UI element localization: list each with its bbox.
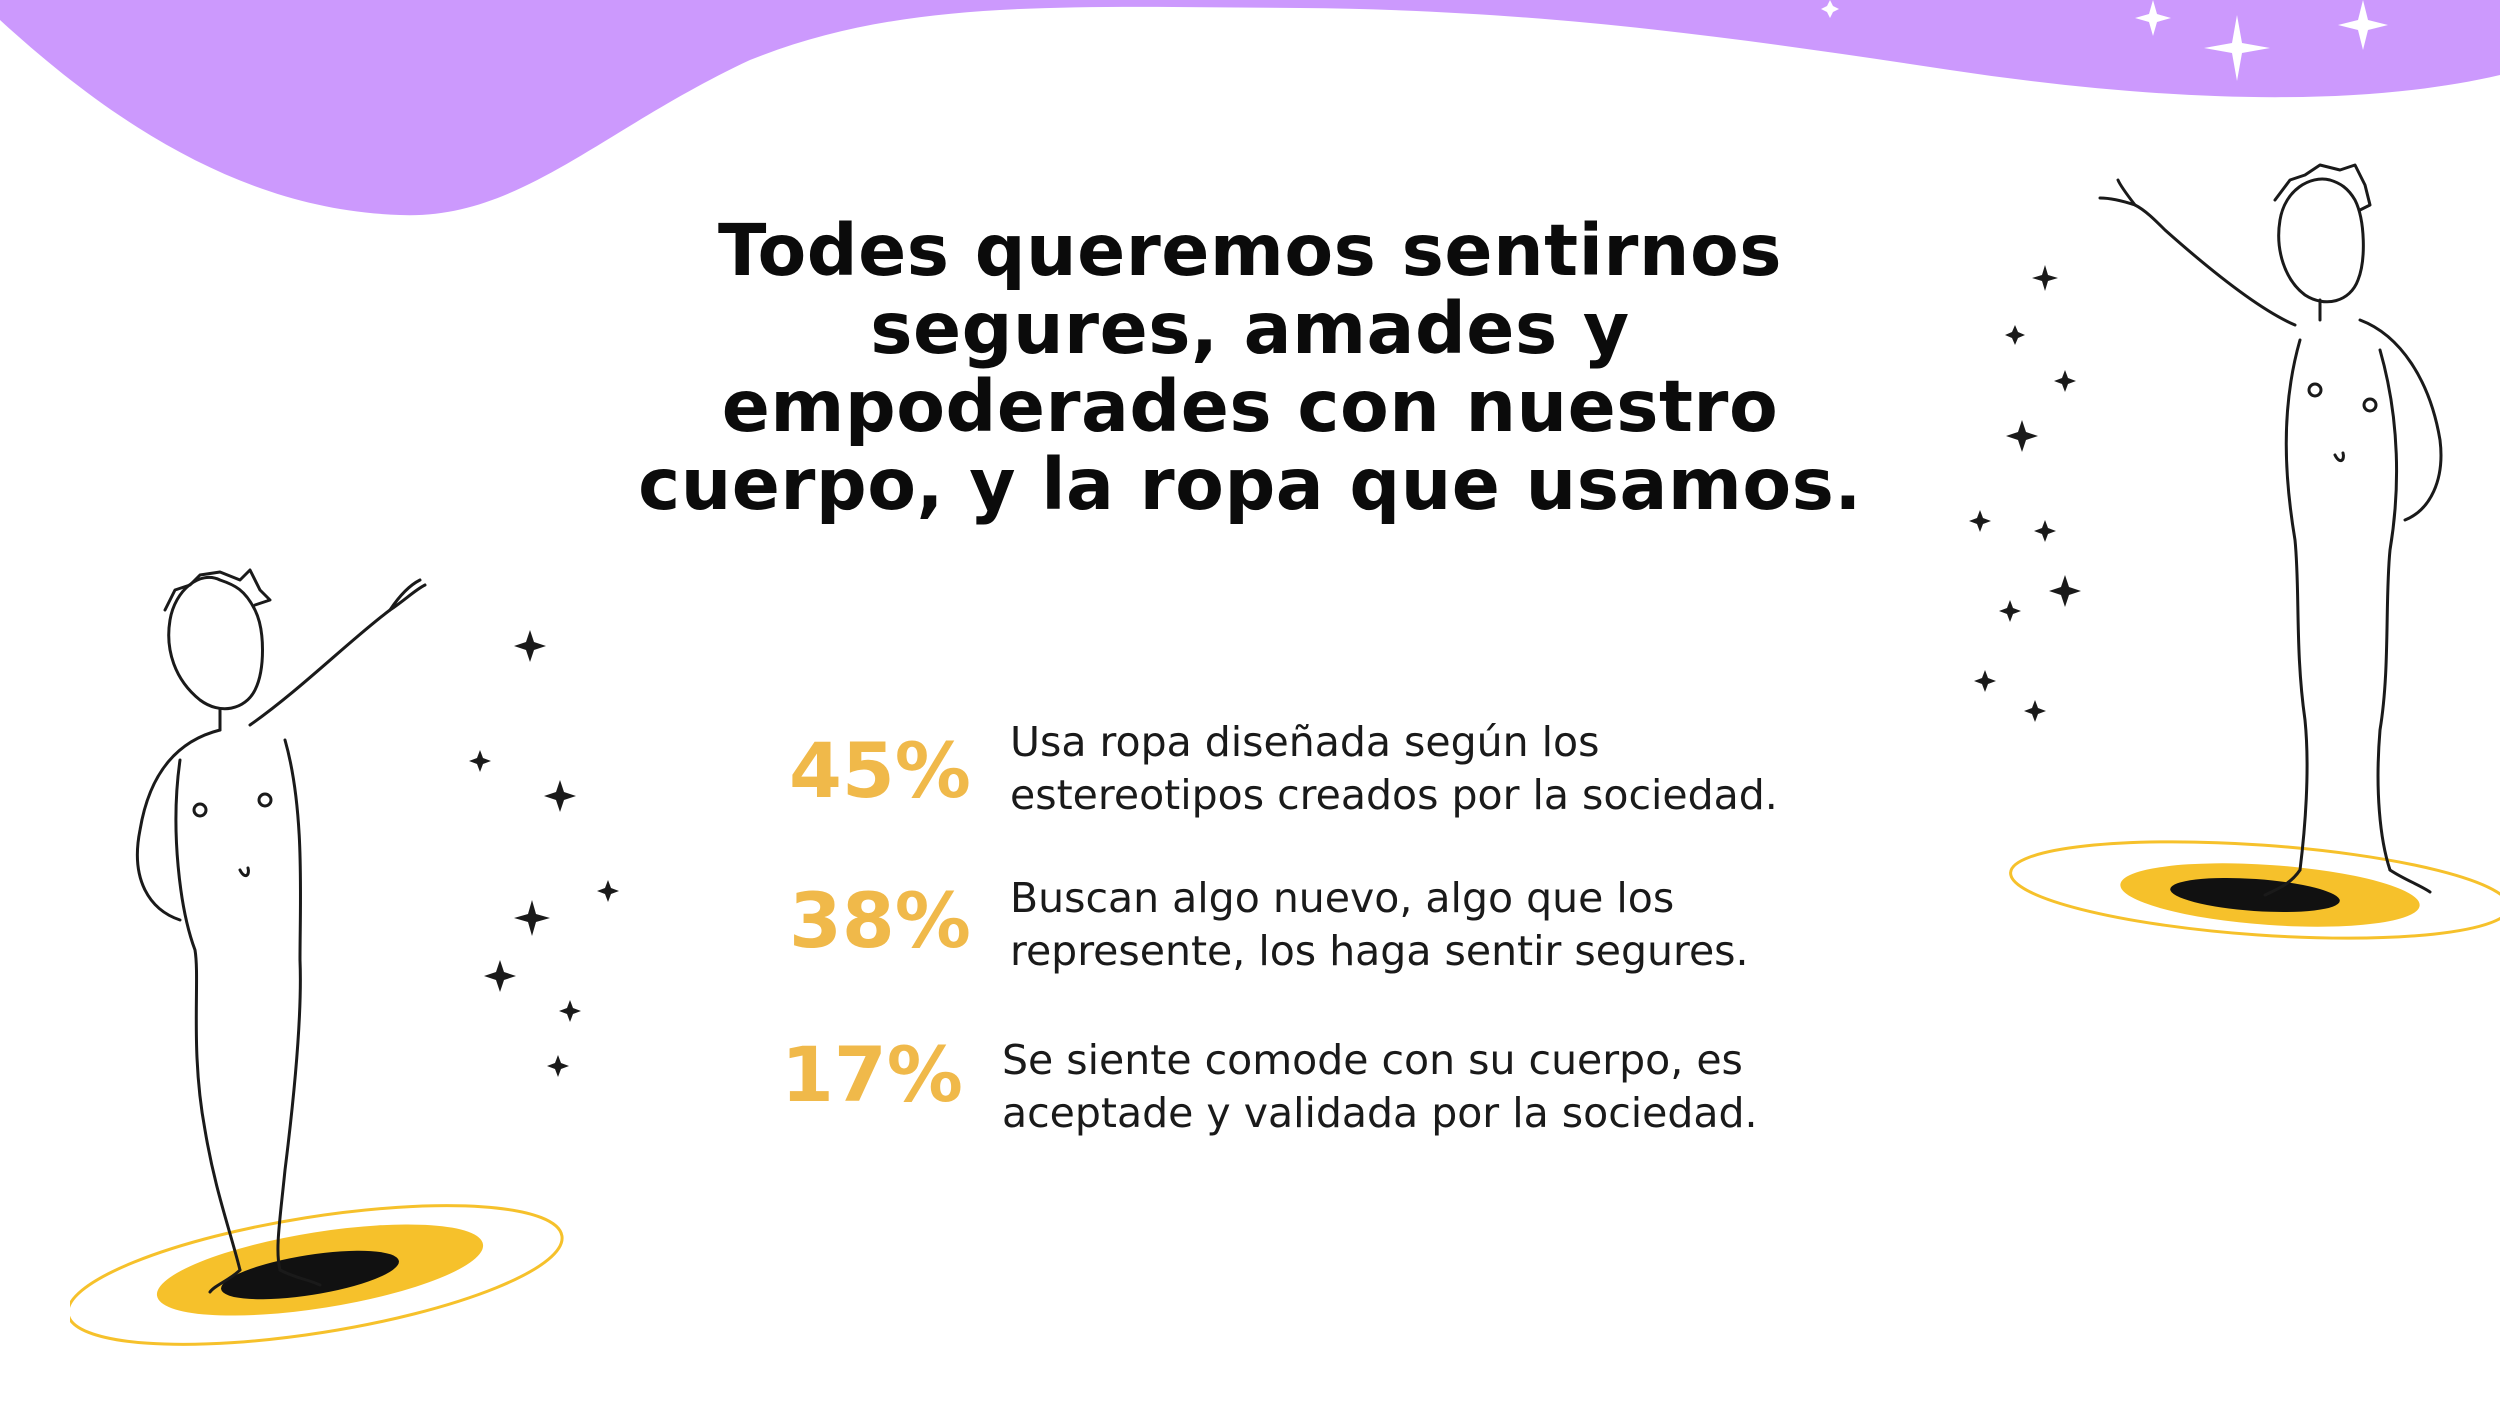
- sparkle-icon: [2024, 700, 2046, 722]
- sparkle-icon: [2005, 325, 2025, 345]
- wave-shape: [0, 0, 2500, 216]
- stat-item-3: 17% Se siente comode con su cuerpo, es a…: [780, 1014, 1960, 1138]
- figure-outline-icon: [2098, 163, 2443, 897]
- title-line-3: empoderades con nuestro: [721, 365, 1779, 448]
- right-sparkles-decoration: [1969, 265, 2081, 722]
- sparkle-group-top: [1821, 0, 2388, 81]
- sparkle-icon: [547, 1055, 569, 1077]
- sparkle-icon: [1969, 510, 1991, 532]
- sparkle-icon: [2034, 520, 2056, 542]
- sparkle-icon: [2006, 420, 2038, 452]
- top-wave-decoration: [0, 0, 2500, 216]
- title-line-2: segures, amades y: [870, 287, 1630, 370]
- sparkle-icon: [469, 750, 491, 772]
- portal-icon: [2009, 840, 2500, 940]
- stat-item-2: 38% Buscan algo nuevo, algo que los repr…: [780, 860, 1960, 980]
- left-figure-illustration: [70, 568, 564, 1346]
- stat-description: Se siente comode con su cuerpo, es acept…: [1002, 1034, 1962, 1140]
- left-sparkles-decoration: [469, 630, 619, 1077]
- title-line-1: Todes queremos sentirnos: [718, 209, 1782, 292]
- stat-percent: 45%: [789, 725, 971, 815]
- sparkle-icon: [514, 900, 550, 936]
- sparkle-icon: [514, 630, 546, 662]
- sparkle-icon: [484, 960, 516, 992]
- figure-outline-icon: [135, 568, 427, 1294]
- stat-description: Usa ropa diseñada según los estereotipos…: [1010, 716, 1970, 822]
- stat-item-1: 45% Usa ropa diseñada según los estereot…: [780, 710, 1960, 830]
- sparkle-icon: [544, 780, 576, 812]
- sparkle-icon: [2049, 575, 2081, 607]
- sparkle-icon: [2338, 0, 2388, 50]
- sparkle-icon: [559, 1000, 581, 1022]
- sparkle-icon: [2204, 15, 2270, 81]
- sparkle-icon: [1999, 600, 2021, 622]
- sparkle-icon: [597, 880, 619, 902]
- stat-percent: 17%: [781, 1029, 963, 1119]
- stat-description-line: Usa ropa diseñada según los: [1010, 718, 1600, 766]
- stat-description-line: estereotipos creados por la sociedad.: [1010, 771, 1778, 819]
- stat-percent: 38%: [789, 875, 971, 965]
- stat-description-line: represente, los haga sentir segures.: [1010, 927, 1749, 975]
- right-figure-illustration: [2009, 163, 2500, 940]
- stat-description-line: Se siente comode con su cuerpo, es: [1002, 1036, 1743, 1084]
- sparkle-icon: [2054, 370, 2076, 392]
- sparkle-icon: [2032, 265, 2058, 291]
- stat-description-line: Buscan algo nuevo, algo que los: [1010, 874, 1675, 922]
- sparkle-icon: [2135, 0, 2171, 36]
- stat-description: Buscan algo nuevo, algo que los represen…: [1010, 872, 1970, 978]
- portal-icon: [70, 1204, 564, 1346]
- sparkle-icon: [1821, 0, 1839, 18]
- title-line-4: cuerpo, y la ropa que usamos.: [638, 443, 1862, 526]
- stat-description-line: aceptade y validada por la sociedad.: [1002, 1089, 1758, 1137]
- page-title: Todes queremos sentirnos segures, amades…: [560, 212, 1940, 524]
- sparkle-icon: [1974, 670, 1996, 692]
